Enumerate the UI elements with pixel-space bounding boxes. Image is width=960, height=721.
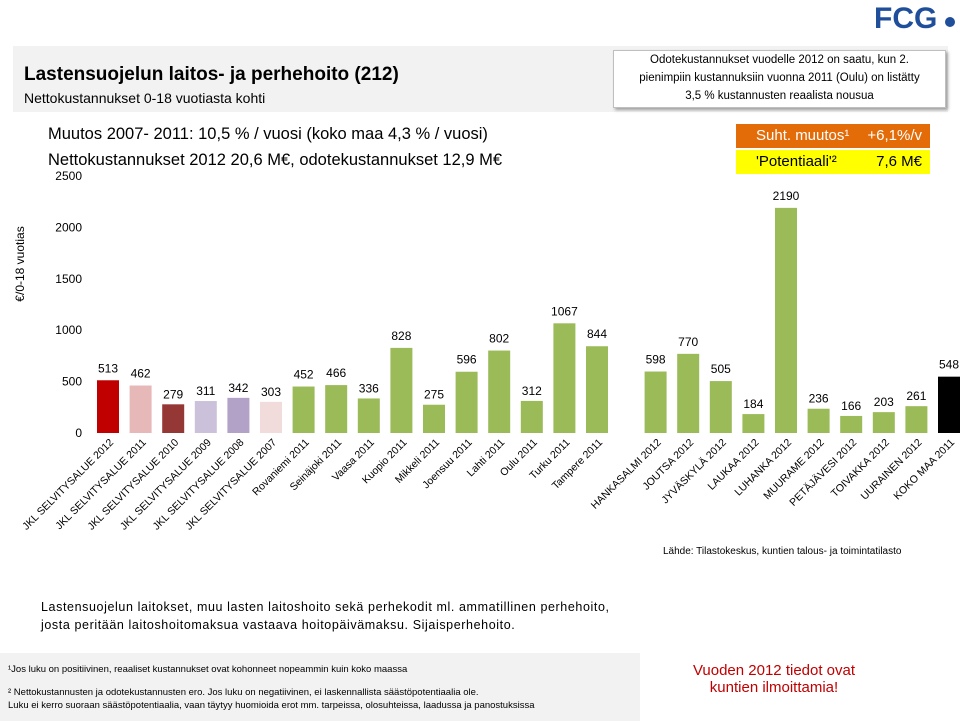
bar-value-label: 236 [809, 392, 829, 406]
bar [325, 385, 348, 433]
note-line-3: 3,5 % kustannusten reaalista nousua [685, 90, 874, 102]
bar [840, 415, 863, 433]
footnote-panel [0, 653, 640, 721]
y-tick-label: 0 [75, 426, 82, 440]
bars [97, 207, 960, 433]
bar [644, 371, 667, 433]
logo-text: FCG [874, 2, 937, 34]
y-axis: 0 500 1000 1500 2000 2500 [55, 169, 82, 440]
bar-value-label: 828 [391, 329, 411, 343]
bar-value-label: 279 [163, 387, 183, 401]
bar-value-label: 2190 [773, 189, 800, 203]
bar-value-label: 342 [228, 381, 248, 395]
cost-heading: Nettokustannukset 2012 20,6 M€, odotekus… [48, 151, 503, 169]
bar [455, 371, 478, 433]
bar-value-label: 261 [906, 389, 926, 403]
description-line-1: Lastensuojelun laitokset, muu lasten lai… [41, 600, 610, 614]
page-title: Lastensuojelun laitos- ja perhehoito (21… [24, 64, 399, 85]
notice-line-1: Vuoden 2012 tiedot ovat [692, 662, 856, 679]
bar [423, 404, 445, 433]
notice-line-2: kuntien ilmoittamia! [709, 679, 839, 696]
y-tick-label: 500 [62, 375, 82, 389]
bar-value-label: 598 [646, 353, 666, 367]
bar [488, 350, 511, 433]
logo-dot-icon [945, 17, 955, 27]
y-tick-label: 2000 [55, 220, 82, 234]
y-axis-label: €/0-18 vuotias [13, 226, 27, 301]
bar [357, 398, 380, 433]
footnote-1: ¹Jos luku on positiivinen, reaaliset kus… [8, 664, 408, 675]
bar [520, 400, 543, 433]
bar-value-label: 184 [743, 397, 763, 411]
bar [390, 347, 413, 433]
bar [872, 412, 895, 433]
bar-value-label: 336 [359, 381, 379, 395]
bar [677, 353, 700, 433]
page-subtitle: Nettokustannukset 0-18 vuotiasta kohti [24, 90, 266, 106]
bar [162, 404, 185, 433]
bar-value-label: 203 [874, 395, 894, 409]
bar-value-label: 770 [678, 335, 698, 349]
note-line-1: Odotekustannukset vuodelle 2012 on saatu… [650, 54, 909, 66]
bar [938, 376, 960, 433]
bar-value-label: 303 [261, 385, 281, 399]
bar [742, 414, 765, 433]
bar-value-label: 548 [939, 358, 959, 372]
bar-value-label: 462 [131, 367, 151, 381]
category-label: Rovaniemi 2011 [250, 437, 312, 499]
bar [260, 401, 282, 433]
bar-value-label: 844 [587, 327, 607, 341]
bar [709, 381, 732, 433]
value-labels: 513 462 279 311 342 303 452 466 336 828 275 596 802 3… [98, 189, 959, 413]
bar-value-label: 275 [424, 388, 444, 402]
relative-change-label: Suht. muutos¹ [756, 127, 850, 144]
bar-value-label: 312 [522, 384, 542, 398]
bar-value-label: 1067 [551, 304, 578, 318]
bar [905, 406, 928, 433]
relative-change-badge: Suht. muutos¹ +6,1%/v [736, 124, 930, 148]
bar [227, 397, 250, 433]
bar [807, 408, 830, 433]
category-label: LUHANKA 2012 [732, 437, 794, 499]
bar [775, 207, 797, 433]
bar [553, 323, 576, 433]
potential-label: 'Potentiaali'² [756, 153, 837, 170]
bar-value-label: 452 [294, 368, 314, 382]
bar [194, 401, 217, 433]
bar-value-label: 505 [711, 362, 731, 376]
note-line-2: pienimpiin kustannuksiin vuonna 2011 (Ou… [639, 72, 920, 84]
fcg-logo: FCG [872, 0, 958, 35]
footnote-3: Luku ei kerro suoraan säästöpotentiaalia… [8, 700, 535, 711]
note-box: Odotekustannukset vuodelle 2012 on saatu… [613, 50, 946, 108]
y-tick-label: 2500 [55, 169, 82, 183]
data-notice: Vuoden 2012 tiedot ovat kuntien ilmoitta… [665, 662, 883, 696]
bar [586, 346, 608, 433]
footnote-2: ² Nettokustannusten ja odotekustannusten… [8, 687, 479, 698]
y-tick-label: 1000 [55, 323, 82, 337]
potential-value: 7,6 M€ [876, 153, 922, 170]
category-label: KOKO MAA 2011 [891, 437, 957, 503]
bar-value-label: 596 [457, 353, 477, 367]
bar-chart: 0 500 1000 1500 2000 2500 €/0-18 vuotias 513 4… [13, 169, 960, 533]
change-heading: Muutos 2007- 2011: 10,5 % / vuosi (koko … [48, 125, 488, 143]
y-tick-label: 1500 [55, 272, 82, 286]
source-note: Lähde: Tilastokeskus, kuntien talous- ja… [663, 546, 902, 557]
bar-value-label: 166 [841, 399, 861, 413]
bar [292, 386, 315, 433]
bar-value-label: 466 [326, 366, 346, 380]
category-label: TOIVAKKA 2012 [829, 437, 892, 500]
bar [129, 385, 152, 433]
bar [97, 380, 119, 433]
bar-value-label: 802 [489, 332, 509, 346]
description-line-2: josta peritään laitoshoitomaksua vastaav… [41, 618, 516, 632]
relative-change-value: +6,1%/v [867, 127, 922, 144]
bar-value-label: 513 [98, 361, 118, 375]
potential-badge: 'Potentiaali'² 7,6 M€ [736, 150, 930, 174]
bar-value-label: 311 [196, 384, 215, 398]
